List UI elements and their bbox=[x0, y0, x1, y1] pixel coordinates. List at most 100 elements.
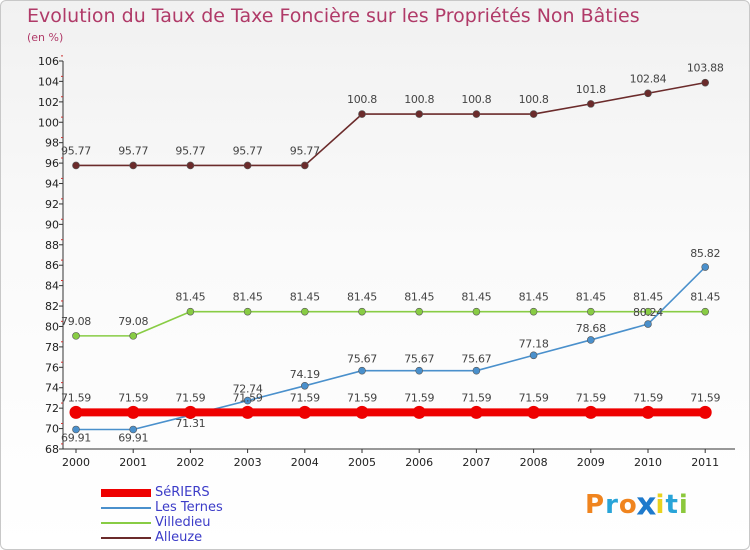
data-point bbox=[72, 425, 80, 434]
y-tick-label: 78 bbox=[45, 341, 59, 354]
data-point bbox=[586, 307, 595, 316]
data-label: 100.8 bbox=[519, 93, 549, 106]
logo-letter: x bbox=[635, 487, 658, 523]
data-label: 100.8 bbox=[461, 93, 491, 106]
y-tick-label: 80 bbox=[45, 320, 59, 333]
data-point bbox=[69, 405, 83, 419]
data-point bbox=[412, 405, 426, 419]
data-point bbox=[529, 351, 538, 360]
series-line bbox=[76, 81, 706, 167]
y-unit-label: (en %) bbox=[27, 31, 64, 44]
x-tick-label: 2010 bbox=[634, 456, 662, 469]
data-point bbox=[129, 425, 137, 434]
chart-legend: SéRIERS Les Ternes Villedieu Alleuze bbox=[101, 485, 223, 545]
data-point bbox=[358, 110, 366, 118]
data-label: 71.59 bbox=[233, 391, 263, 404]
data-label: 102.84 bbox=[630, 72, 667, 85]
y-tick-label: 74 bbox=[45, 382, 59, 395]
data-point bbox=[415, 366, 424, 375]
y-tick-label: 104 bbox=[38, 75, 59, 88]
x-tick-label: 2007 bbox=[462, 456, 490, 469]
data-label: 71.59 bbox=[404, 391, 434, 404]
data-label: 71.31 bbox=[175, 417, 205, 430]
data-point bbox=[584, 405, 598, 419]
data-label: 101.8 bbox=[576, 83, 606, 96]
data-point bbox=[529, 307, 538, 316]
legend-item: Villedieu bbox=[101, 515, 223, 530]
x-tick-label: 2009 bbox=[577, 456, 605, 469]
y-tick-label: 82 bbox=[45, 300, 59, 313]
data-point bbox=[586, 100, 595, 108]
data-label: 71.59 bbox=[118, 391, 148, 404]
data-label: 81.45 bbox=[690, 291, 720, 304]
line-chart: 68 70 72 74 76 78 80 82 84 86 88 90 92 94 96 98 100 102 10… bbox=[38, 55, 735, 469]
data-point bbox=[701, 307, 710, 316]
data-point bbox=[186, 161, 195, 170]
y-tick-label: 76 bbox=[45, 361, 59, 374]
data-label: 80.24 bbox=[633, 306, 663, 319]
data-point bbox=[472, 366, 481, 375]
x-tick-label: 2011 bbox=[691, 456, 719, 469]
data-label: 81.45 bbox=[519, 291, 549, 304]
data-point bbox=[243, 161, 252, 170]
y-tick-label: 86 bbox=[45, 259, 59, 272]
legend-swatch bbox=[101, 536, 151, 539]
data-label: 71.59 bbox=[461, 391, 491, 404]
logo-letter: i bbox=[678, 490, 689, 520]
data-label: 69.91 bbox=[118, 431, 148, 444]
y-tick-label: 88 bbox=[45, 239, 59, 252]
data-point bbox=[129, 332, 137, 340]
data-point bbox=[72, 161, 80, 170]
logo-letter: t bbox=[665, 490, 679, 520]
data-label: 78.68 bbox=[576, 322, 606, 335]
data-label: 75.67 bbox=[461, 353, 491, 366]
x-tick-label: 2002 bbox=[176, 456, 204, 469]
data-point bbox=[300, 161, 309, 170]
data-label: 75.67 bbox=[347, 353, 377, 366]
y-tick-label: 92 bbox=[45, 198, 59, 211]
data-label: 95.77 bbox=[233, 144, 263, 157]
data-label: 77.18 bbox=[519, 337, 549, 350]
data-label: 81.45 bbox=[290, 291, 320, 304]
x-tick-label: 2004 bbox=[291, 456, 319, 469]
data-label: 81.45 bbox=[576, 291, 606, 304]
data-label: 79.08 bbox=[118, 315, 148, 328]
y-tick-label: 100 bbox=[38, 116, 59, 129]
data-point bbox=[472, 307, 481, 316]
data-label: 71.59 bbox=[175, 391, 205, 404]
data-point bbox=[415, 110, 424, 118]
legend-label: Les Ternes bbox=[155, 500, 223, 515]
data-point bbox=[644, 89, 652, 98]
data-label: 103.88 bbox=[687, 62, 724, 75]
data-point bbox=[243, 396, 252, 405]
data-point bbox=[355, 405, 369, 419]
data-label: 71.59 bbox=[576, 391, 606, 404]
logo-letter: r bbox=[605, 490, 619, 520]
data-label: 81.45 bbox=[347, 291, 377, 304]
data-point bbox=[644, 320, 652, 328]
data-point bbox=[241, 405, 255, 419]
data-label: 95.77 bbox=[175, 144, 205, 157]
data-point bbox=[698, 405, 712, 419]
proxiti-logo: Proxiti bbox=[585, 487, 689, 523]
data-point bbox=[186, 307, 195, 316]
y-tick-label: 94 bbox=[45, 178, 59, 191]
data-point bbox=[243, 307, 252, 316]
data-label: 95.77 bbox=[61, 144, 91, 157]
x-tick-label: 2005 bbox=[348, 456, 376, 469]
logo-letter: P bbox=[585, 490, 606, 520]
data-label: 71.59 bbox=[290, 391, 320, 404]
x-tick-label: 2008 bbox=[520, 456, 548, 469]
data-point bbox=[527, 405, 541, 419]
data-label: 95.77 bbox=[290, 144, 320, 157]
data-label: 71.59 bbox=[61, 391, 91, 404]
data-label: 79.08 bbox=[61, 315, 91, 328]
data-point bbox=[701, 78, 710, 87]
y-tick-label: 72 bbox=[45, 402, 59, 415]
data-label: 81.45 bbox=[461, 291, 491, 304]
data-label: 71.59 bbox=[633, 391, 663, 404]
y-tick-label: 96 bbox=[45, 157, 59, 170]
data-point bbox=[644, 307, 652, 316]
legend-item: Les Ternes bbox=[101, 500, 223, 515]
